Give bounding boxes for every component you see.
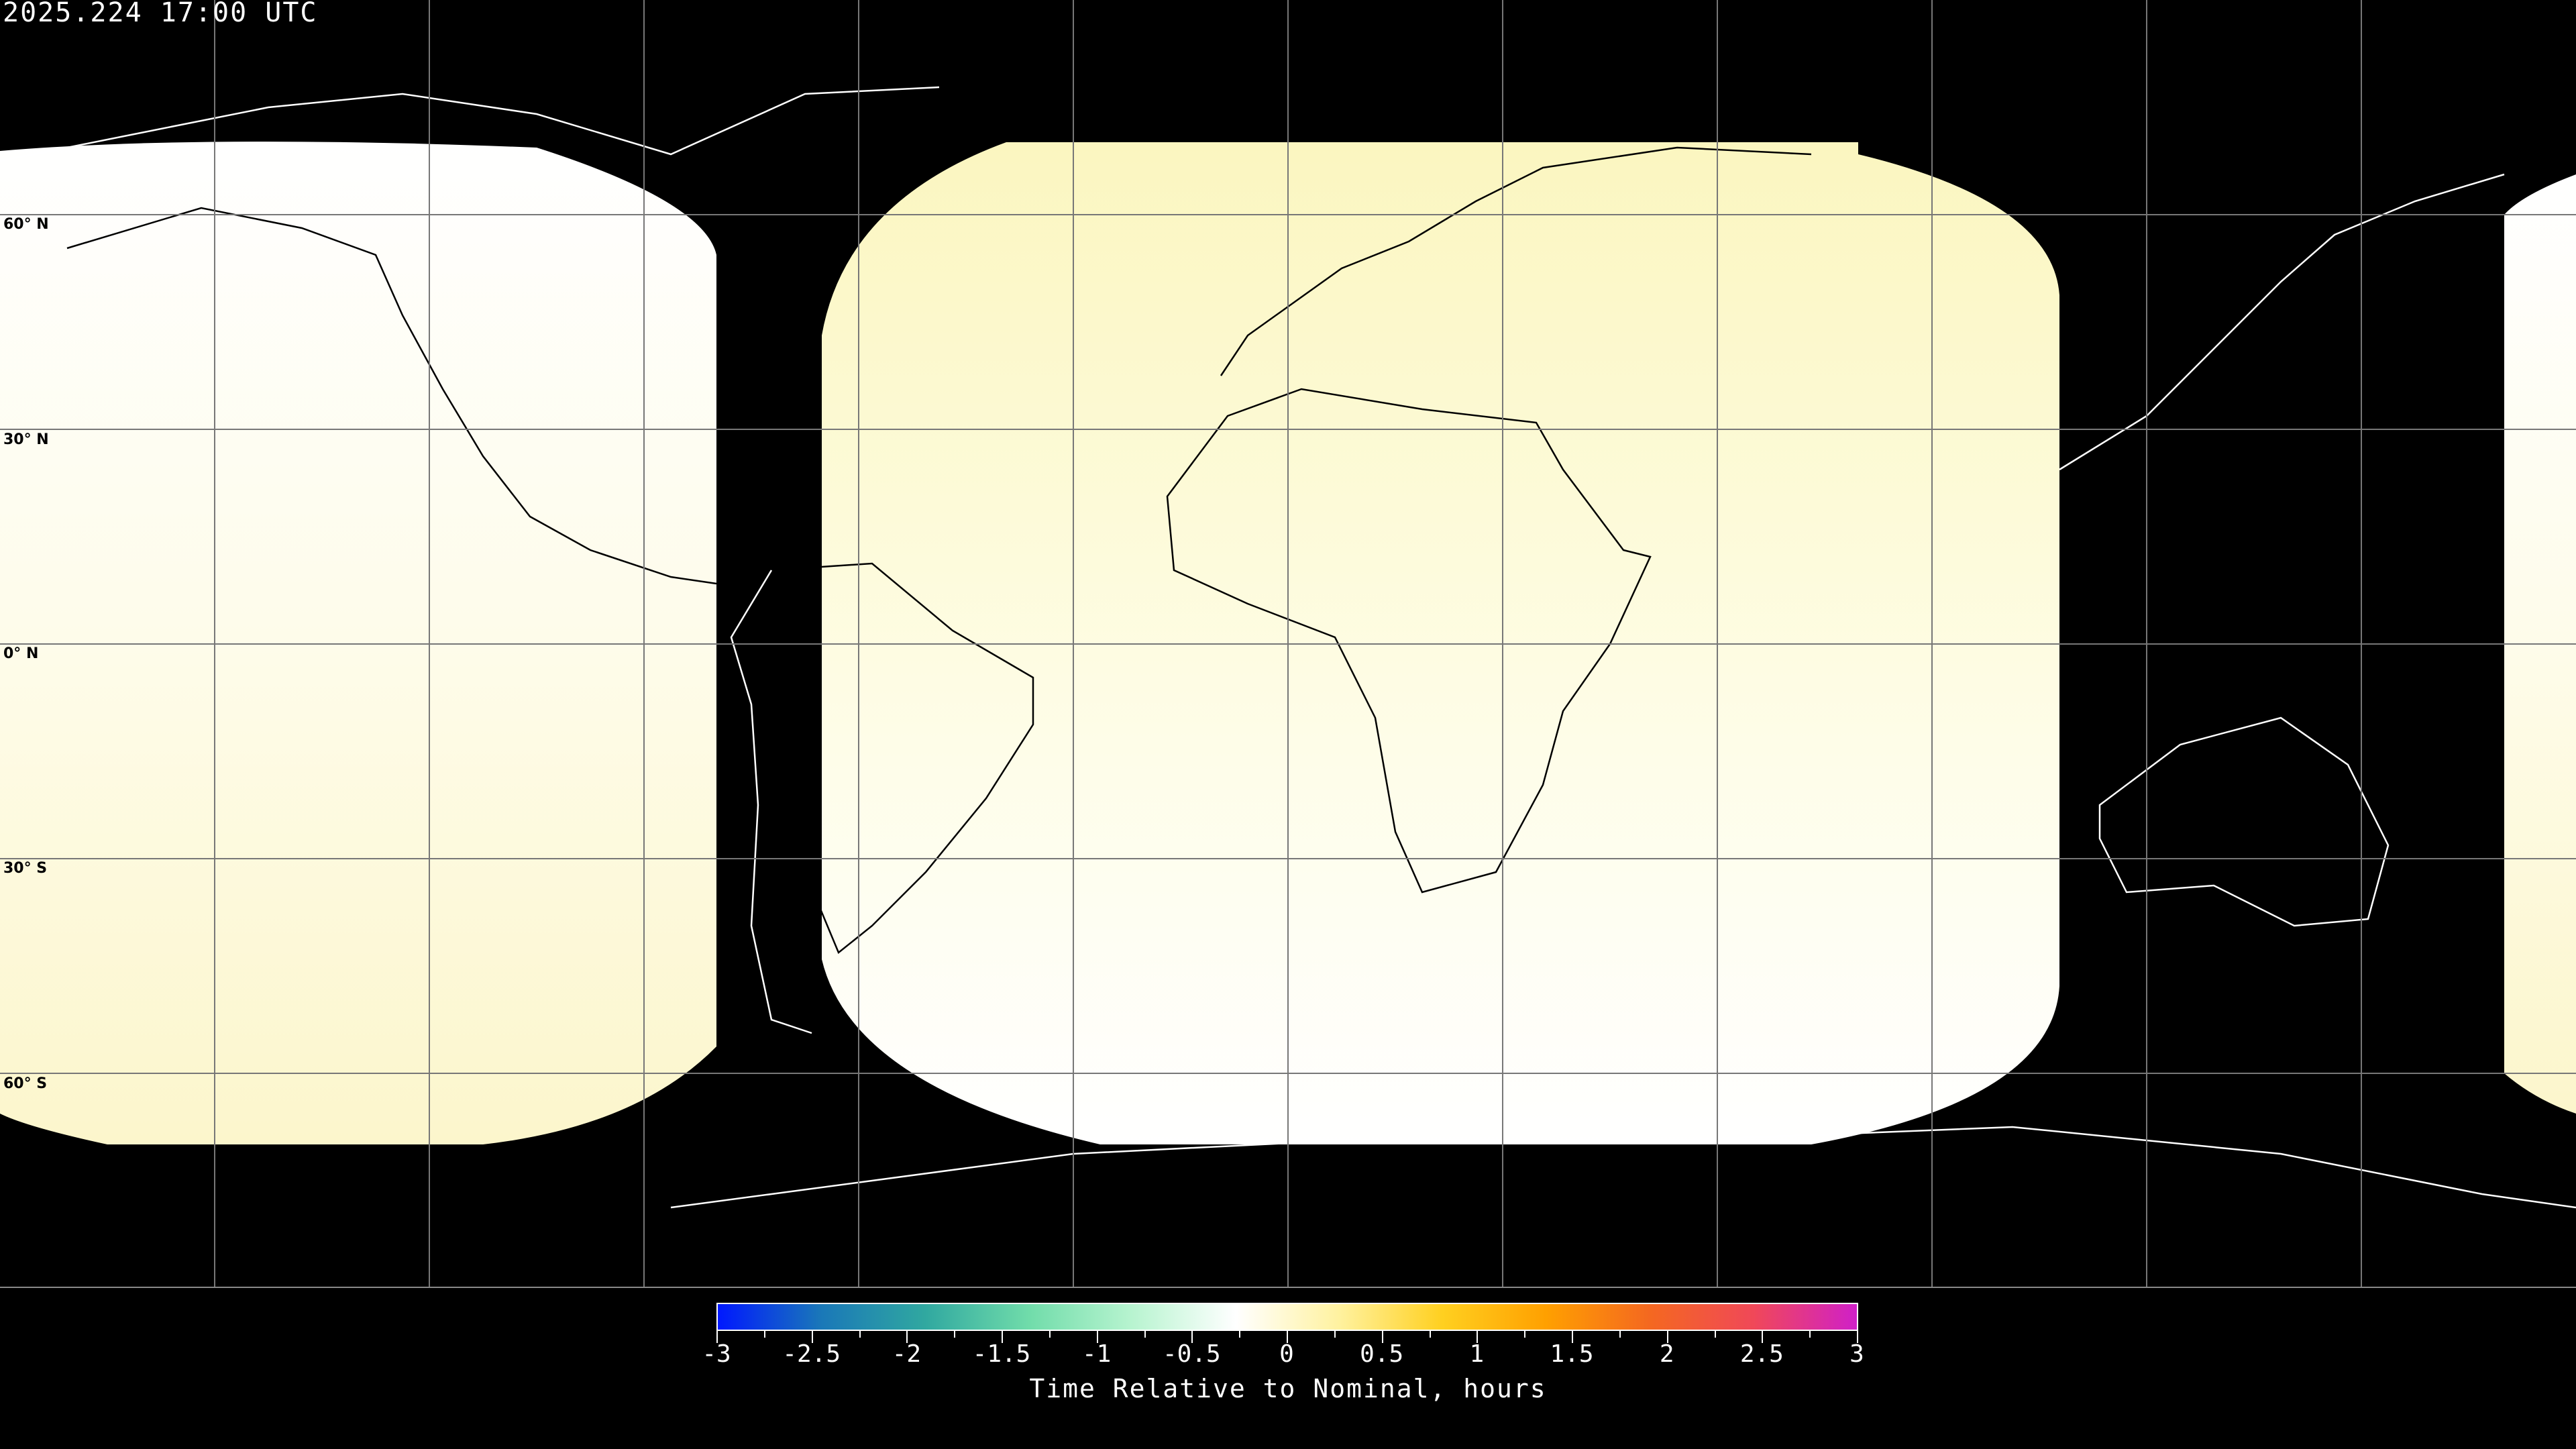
colorbar-tick-label: 1 — [1469, 1340, 1485, 1368]
colorbar — [716, 1303, 1858, 1331]
timestamp: 2025.224 17:00 UTC — [3, 0, 318, 28]
colorbar-major-tick — [1572, 1331, 1573, 1343]
colorbar-tick-label: 2.5 — [1739, 1340, 1784, 1368]
colorbar-minor-tick — [1334, 1331, 1336, 1338]
coverage-region-west — [0, 142, 716, 1145]
colorbar-tick-label: -2 — [892, 1340, 922, 1368]
lat-label-30n: 30° N — [3, 431, 49, 448]
colorbar-major-tick — [1762, 1331, 1764, 1343]
colorbar-major-tick — [1287, 1331, 1288, 1343]
colorbar-major-tick — [906, 1331, 908, 1343]
colorbar-minor-tick — [1524, 1331, 1526, 1338]
colorbar-minor-tick — [1239, 1331, 1241, 1338]
colorbar-minor-tick — [1144, 1331, 1146, 1338]
colorbar-minor-tick — [1714, 1331, 1716, 1338]
colorbar-minor-tick — [1049, 1331, 1051, 1338]
colorbar-tick-label: -0.5 — [1162, 1340, 1221, 1368]
map-bottom-border — [0, 1287, 2576, 1288]
coastline-antarctica — [670, 1126, 2576, 1209]
colorbar-major-tick — [1857, 1331, 1858, 1343]
coastline-australia — [2098, 716, 2390, 927]
colorbar-minor-tick — [954, 1331, 956, 1338]
colorbar-tick-label: 3 — [1849, 1340, 1864, 1368]
coastline-europe — [1220, 146, 1812, 376]
coastline-africa — [1166, 388, 1652, 894]
colorbar-major-tick — [1191, 1331, 1193, 1343]
colorbar-tick-label: 0.5 — [1360, 1340, 1404, 1368]
colorbar-tick-label: 0 — [1279, 1340, 1294, 1368]
world-map — [0, 0, 2576, 1288]
lat-label-60s: 60° S — [3, 1075, 48, 1092]
colorbar-tick-label: 1.5 — [1550, 1340, 1594, 1368]
colorbar-minor-tick — [1429, 1331, 1431, 1338]
colorbar-tick-label: 2 — [1659, 1340, 1674, 1368]
lat-label-60n: 60° N — [3, 216, 49, 233]
colorbar-minor-tick — [1809, 1331, 1811, 1338]
lat-label-30s: 30° S — [3, 860, 48, 877]
colorbar-major-tick — [716, 1331, 718, 1343]
lat-label-0: 0° N — [3, 645, 39, 662]
colorbar-major-tick — [811, 1331, 813, 1343]
colorbar-tick-label: -2.5 — [782, 1340, 841, 1368]
coastline-south-america — [771, 562, 1034, 955]
colorbar-title: Time Relative to Nominal, hours — [1029, 1374, 1547, 1403]
colorbar-tick-label: -1.5 — [972, 1340, 1031, 1368]
coastline-north-america — [66, 207, 717, 585]
colorbar-major-tick — [1381, 1331, 1383, 1343]
coastline-north-america-arctic — [0, 86, 940, 162]
colorbar-minor-tick — [763, 1331, 765, 1338]
colorbar-minor-tick — [1619, 1331, 1621, 1338]
colorbar-major-tick — [1666, 1331, 1668, 1343]
colorbar-major-tick — [1477, 1331, 1479, 1343]
colorbar-tick-label: -1 — [1081, 1340, 1112, 1368]
graticule — [0, 0, 2576, 1288]
colorbar-tick-label: -3 — [702, 1340, 731, 1368]
colorbar-minor-tick — [859, 1331, 861, 1338]
colorbar-major-tick — [1002, 1331, 1003, 1343]
coastline-south-america-west — [730, 570, 812, 1034]
colorbar-major-tick — [1096, 1331, 1098, 1343]
